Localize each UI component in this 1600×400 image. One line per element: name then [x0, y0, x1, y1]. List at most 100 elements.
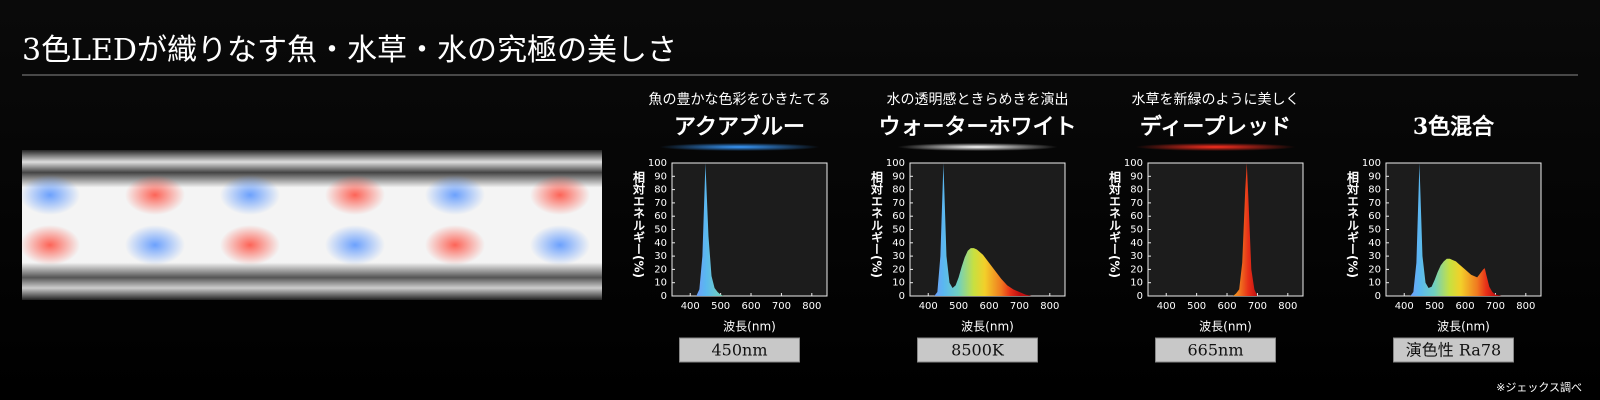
annotation-box [1155, 337, 1276, 363]
x-tick-label: 400 [681, 301, 700, 312]
plot-area [1147, 162, 1304, 297]
y-tick-label: 20 [892, 264, 905, 275]
annotation: 450nm [711, 341, 767, 360]
y-tick-label: 20 [654, 264, 667, 275]
chart-title: ウォーターホワイト [878, 114, 1076, 140]
spectrum-area [1410, 163, 1502, 296]
y-tick-label: 50 [892, 225, 905, 236]
x-tick-label: 400 [919, 301, 938, 312]
y-tick-label: 90 [1368, 171, 1381, 182]
x-tick-label: 700 [1486, 301, 1505, 312]
x-tick-label: 700 [772, 301, 791, 312]
y-tick-label: 60 [892, 211, 905, 222]
y-tick-label: 100 [886, 158, 905, 169]
y-tick-label: 30 [892, 251, 905, 262]
y-tick-label: 100 [1362, 158, 1381, 169]
y-tick-label: 70 [1130, 198, 1143, 209]
x-tick-label: 700 [1010, 301, 1029, 312]
y-tick-label: 40 [654, 238, 667, 249]
annotation-box [1393, 337, 1514, 363]
spectrum-area [696, 163, 724, 296]
y-axis-label: 相対エネルギー(%) [1346, 170, 1360, 278]
y-tick-label: 30 [654, 251, 667, 262]
y-tick-label: 60 [1368, 211, 1381, 222]
x-tick-label: 400 [1395, 301, 1414, 312]
y-tick-label: 50 [1130, 225, 1143, 236]
y-axis-label: 相対エネルギー(%) [870, 170, 884, 278]
x-tick-label: 800 [1278, 301, 1297, 312]
x-axis-label: 波長(nm) [961, 320, 1014, 334]
light-bar [1135, 143, 1296, 151]
y-tick-label: 0 [1375, 291, 1381, 302]
y-tick-label: 70 [1368, 198, 1381, 209]
plot-area [671, 162, 828, 297]
light-bar [897, 143, 1058, 151]
chart-title: ディープレッド [1140, 114, 1291, 140]
x-tick-label: 800 [1040, 301, 1059, 312]
chart-title: 3色混合 [1413, 114, 1495, 140]
y-tick-label: 50 [654, 225, 667, 236]
x-tick-label: 700 [1248, 301, 1267, 312]
y-tick-label: 40 [1368, 238, 1381, 249]
x-axis-label: 波長(nm) [723, 320, 776, 334]
y-axis-label: 相対エネルギー(%) [632, 170, 646, 278]
y-tick-label: 10 [892, 278, 905, 289]
x-tick-label: 600 [979, 301, 998, 312]
y-tick-label: 20 [1368, 264, 1381, 275]
y-tick-label: 90 [1130, 171, 1143, 182]
chart-subtitle: 水の透明感ときらめきを演出 [887, 91, 1069, 108]
x-tick-label: 800 [1516, 301, 1535, 312]
y-tick-label: 10 [1368, 278, 1381, 289]
y-tick-label: 50 [1368, 225, 1381, 236]
chart-title: アクアブルー [674, 114, 805, 140]
x-tick-label: 600 [1455, 301, 1474, 312]
x-tick-label: 600 [1217, 301, 1236, 312]
spectrum-area [934, 163, 1032, 296]
y-tick-label: 10 [654, 278, 667, 289]
y-tick-label: 80 [654, 185, 667, 196]
y-tick-label: 70 [654, 198, 667, 209]
x-tick-label: 500 [711, 301, 730, 312]
y-tick-label: 0 [661, 291, 667, 302]
y-tick-label: 30 [1368, 251, 1381, 262]
annotation: 665nm [1187, 341, 1243, 360]
y-tick-label: 10 [1130, 278, 1143, 289]
y-tick-label: 80 [1368, 185, 1381, 196]
spectrum-area [1233, 163, 1258, 296]
y-tick-label: 40 [892, 238, 905, 249]
chart-subtitle: 魚の豊かな色彩をひきたてる [649, 91, 831, 108]
annotation: 演色性 Ra78 [1406, 341, 1501, 360]
y-tick-label: 100 [1124, 158, 1143, 169]
x-tick-label: 400 [1157, 301, 1176, 312]
y-tick-label: 60 [1130, 211, 1143, 222]
y-tick-label: 80 [1130, 185, 1143, 196]
x-tick-label: 500 [1187, 301, 1206, 312]
annotation-box [917, 337, 1038, 363]
y-tick-label: 0 [899, 291, 905, 302]
y-tick-label: 60 [654, 211, 667, 222]
page-title: 3色LEDが織りなす魚・水草・水の究極の美しさ [22, 33, 677, 68]
x-tick-label: 600 [741, 301, 760, 312]
x-tick-label: 500 [1425, 301, 1444, 312]
annotation: 8500K [951, 341, 1005, 360]
y-tick-label: 90 [654, 171, 667, 182]
chart-subtitle: 水草を新緑のように美しく [1132, 92, 1300, 108]
y-tick-label: 90 [892, 171, 905, 182]
led-photo [20, 150, 602, 300]
y-tick-label: 40 [1130, 238, 1143, 249]
x-axis-label: 波長(nm) [1437, 320, 1490, 334]
annotation-box [679, 337, 800, 363]
y-tick-label: 100 [648, 158, 667, 169]
light-bar [659, 143, 820, 151]
y-axis-label: 相対エネルギー(%) [1108, 170, 1122, 278]
x-axis-label: 波長(nm) [1199, 320, 1252, 334]
footnote: ※ジェックス調べ [1496, 380, 1582, 394]
x-tick-label: 500 [949, 301, 968, 312]
y-tick-label: 80 [892, 185, 905, 196]
y-tick-label: 70 [892, 198, 905, 209]
y-tick-label: 0 [1137, 291, 1143, 302]
x-tick-label: 800 [802, 301, 821, 312]
y-tick-label: 20 [1130, 264, 1143, 275]
y-tick-label: 30 [1130, 251, 1143, 262]
